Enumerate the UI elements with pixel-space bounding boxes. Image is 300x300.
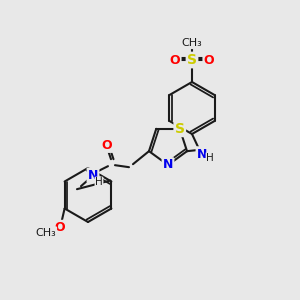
Text: N: N: [88, 169, 98, 182]
Text: S: S: [175, 122, 185, 136]
Text: O: O: [204, 53, 214, 67]
Text: N: N: [163, 158, 173, 172]
Text: O: O: [102, 139, 112, 152]
Text: S: S: [187, 53, 197, 67]
Text: CH₃: CH₃: [182, 38, 203, 48]
Text: H: H: [95, 177, 103, 187]
Text: CH₃: CH₃: [35, 227, 56, 238]
Text: O: O: [54, 221, 65, 234]
Text: H: H: [206, 153, 214, 163]
Text: O: O: [170, 53, 180, 67]
Text: N: N: [197, 148, 207, 160]
